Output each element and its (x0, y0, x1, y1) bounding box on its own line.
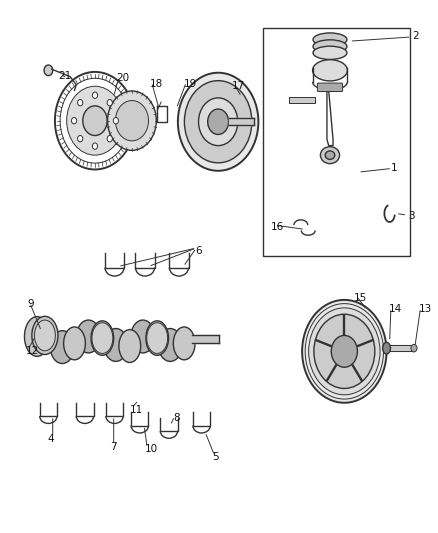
Circle shape (92, 143, 98, 149)
Ellipse shape (91, 321, 114, 356)
Text: 15: 15 (354, 293, 367, 303)
Circle shape (108, 91, 156, 150)
Circle shape (92, 92, 98, 99)
Ellipse shape (147, 322, 168, 353)
Bar (262, 28, 410, 256)
Ellipse shape (313, 40, 347, 53)
Text: 9: 9 (28, 298, 34, 309)
Ellipse shape (77, 320, 100, 353)
Text: 8: 8 (173, 413, 180, 423)
Ellipse shape (158, 328, 182, 361)
Circle shape (411, 344, 417, 352)
Text: 5: 5 (212, 453, 219, 463)
Ellipse shape (178, 72, 258, 171)
Circle shape (107, 100, 112, 106)
Ellipse shape (184, 80, 252, 163)
Ellipse shape (208, 109, 229, 134)
Ellipse shape (321, 147, 339, 164)
Text: 4: 4 (47, 434, 54, 444)
Text: 19: 19 (184, 78, 198, 88)
Text: 13: 13 (419, 304, 432, 314)
Text: 11: 11 (130, 405, 143, 415)
Circle shape (331, 335, 357, 367)
Bar (289, 97, 315, 103)
Text: 12: 12 (25, 346, 39, 357)
Ellipse shape (198, 98, 238, 146)
Circle shape (71, 117, 77, 124)
Ellipse shape (35, 320, 55, 351)
Ellipse shape (50, 330, 74, 364)
Text: 21: 21 (58, 70, 71, 80)
Ellipse shape (313, 33, 347, 46)
Text: 2: 2 (413, 31, 419, 41)
Ellipse shape (64, 327, 85, 360)
Circle shape (78, 100, 83, 106)
Text: 18: 18 (149, 78, 162, 88)
Ellipse shape (146, 321, 169, 356)
Text: 10: 10 (145, 445, 158, 455)
FancyBboxPatch shape (318, 83, 343, 92)
Circle shape (302, 300, 387, 403)
Ellipse shape (131, 320, 155, 353)
Circle shape (78, 135, 83, 142)
Text: 17: 17 (232, 81, 245, 91)
Circle shape (44, 65, 53, 76)
Ellipse shape (104, 328, 128, 361)
Ellipse shape (32, 317, 58, 354)
Circle shape (113, 117, 118, 124)
Ellipse shape (119, 329, 141, 362)
Text: 1: 1 (391, 164, 398, 173)
Ellipse shape (313, 60, 347, 81)
Text: 7: 7 (110, 442, 117, 452)
Ellipse shape (25, 317, 49, 357)
Ellipse shape (325, 151, 335, 159)
Circle shape (309, 308, 380, 395)
Circle shape (83, 106, 107, 135)
Circle shape (116, 101, 148, 141)
Ellipse shape (313, 46, 347, 60)
Text: 14: 14 (389, 304, 402, 314)
Text: 6: 6 (195, 246, 201, 256)
Ellipse shape (92, 322, 113, 353)
Circle shape (314, 314, 375, 389)
Ellipse shape (173, 327, 195, 360)
Ellipse shape (383, 342, 391, 354)
Circle shape (67, 86, 123, 155)
Text: 16: 16 (271, 222, 284, 232)
Text: 20: 20 (117, 73, 130, 83)
Circle shape (107, 135, 112, 142)
Text: 3: 3 (408, 211, 415, 221)
